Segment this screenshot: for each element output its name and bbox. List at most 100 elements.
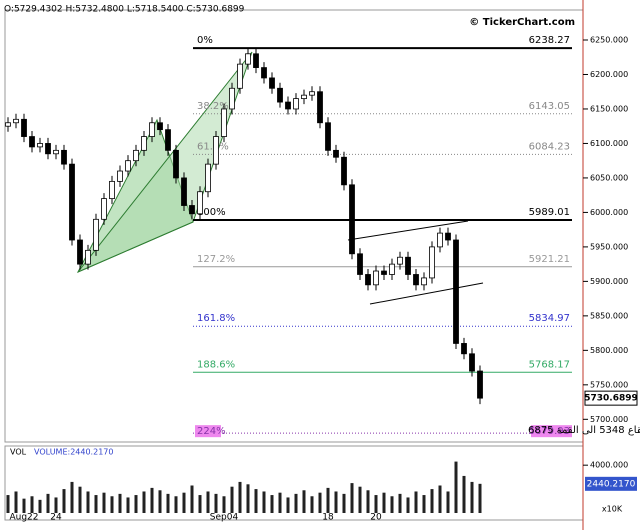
volume-bar: [206, 491, 210, 513]
y-tick-label: 5950.000: [590, 242, 628, 251]
candle-body: [301, 94, 307, 100]
volume-bar: [430, 489, 434, 513]
channel-top: [347, 220, 469, 241]
y-tick-label: 6100.000: [590, 139, 628, 148]
x-tick-label: Aug22: [9, 513, 38, 523]
volume-bar: [382, 492, 386, 513]
volume-bar: [174, 496, 178, 513]
candle-body: [325, 122, 331, 151]
candle-body: [365, 274, 371, 286]
candle-body: [77, 239, 83, 265]
candle-body: [141, 136, 147, 151]
volume-bar: [446, 491, 450, 513]
channel-bottom: [369, 282, 484, 305]
candle-body: [453, 239, 459, 344]
last-price-label: 5730.6899: [584, 394, 638, 404]
candle-body: [221, 108, 227, 137]
candle-body: [429, 246, 435, 279]
fib-value: 6238.27: [529, 35, 570, 46]
candle-body: [181, 177, 187, 206]
candle-body: [13, 118, 19, 124]
candle-body: [45, 143, 51, 155]
volume-bar: [358, 486, 362, 513]
volume-bar: [438, 485, 442, 513]
volume-bar: [6, 495, 10, 513]
candle-body: [269, 77, 275, 89]
y-tick-label: 6200.000: [590, 70, 628, 79]
volume-bar: [286, 497, 290, 513]
volume-bar: [254, 489, 258, 513]
volume-bar: [94, 495, 98, 513]
fib-value: 5679.93: [529, 426, 570, 437]
volume-bar: [150, 487, 154, 513]
candle-body: [117, 170, 123, 182]
volume-bar: [310, 496, 314, 513]
volume-bar: [270, 495, 274, 513]
volume-bar: [78, 486, 82, 513]
volume-bar: [110, 496, 114, 513]
volume-tick-label: 4000.000: [590, 461, 628, 470]
candle-body: [189, 205, 195, 215]
pattern-bcd: [77, 51, 253, 273]
volume-bar: [134, 495, 138, 513]
candle-body: [405, 256, 411, 275]
volume-bar: [390, 496, 394, 513]
candle-body: [309, 91, 315, 96]
candle-body: [53, 149, 59, 155]
candle-body: [389, 263, 395, 275]
fib-label: 161.8%: [197, 313, 235, 324]
volume-bar: [62, 489, 66, 513]
fib-value: 6143.05: [529, 101, 570, 112]
fib-value: 6084.23: [529, 141, 570, 152]
annotation: مستويات دعم جيده تتوافق مع 78 فايبوناتشي…: [528, 425, 640, 436]
volume-bar: [342, 493, 346, 513]
last-volume-label: 2440.2170: [587, 479, 636, 489]
candle-body: [149, 122, 155, 137]
volume-bar: [230, 486, 234, 513]
y-tick-label: 6050.000: [590, 173, 628, 182]
volume-bar: [278, 492, 282, 513]
volume-bar: [22, 498, 26, 513]
candle-body: [253, 53, 259, 68]
x-tick-label: Sep04: [210, 513, 239, 523]
candle-body: [261, 67, 267, 79]
volume-bar: [318, 492, 322, 513]
volume-bar: [422, 495, 426, 513]
y-tick-label: 6150.000: [590, 104, 628, 113]
y-tick-label: 5750.000: [590, 380, 628, 389]
fib-value: 5989.01: [529, 207, 570, 218]
candle-body: [125, 160, 131, 172]
fib-value-bg: [531, 425, 572, 438]
volume-bar: [30, 496, 34, 513]
volume-bar: [414, 491, 418, 513]
last-price-bg: [584, 390, 638, 406]
volume-scale-label: x10K: [602, 505, 623, 514]
volume-bar: [462, 475, 466, 513]
candle-body: [341, 156, 347, 186]
candle-body: [445, 232, 451, 241]
candle-body: [477, 370, 483, 399]
candle-body: [397, 256, 403, 265]
fib-label: 100%: [197, 207, 226, 218]
candle-body: [133, 149, 139, 162]
fib-value: 5768.17: [529, 359, 570, 370]
candle-body: [285, 101, 291, 110]
y-tick-label: 5900.000: [590, 277, 628, 286]
candle-body: [205, 163, 211, 193]
volume-bar: [214, 493, 218, 513]
candle-body: [237, 63, 243, 89]
volume-bar: [158, 490, 162, 513]
candle-body: [421, 277, 427, 286]
candle-body: [165, 129, 171, 151]
candle-body: [469, 353, 475, 372]
fib-label-bg: [195, 425, 221, 438]
candle-body: [61, 149, 67, 165]
fib-label: 224%: [197, 426, 226, 437]
candle-body: [229, 87, 235, 110]
candle-body: [21, 118, 27, 137]
volume-bar: [302, 490, 306, 513]
fib-label: 38.2%: [197, 101, 229, 112]
candle-body: [157, 122, 163, 131]
volume-bar: [454, 461, 458, 513]
volume-bar: [470, 481, 474, 513]
